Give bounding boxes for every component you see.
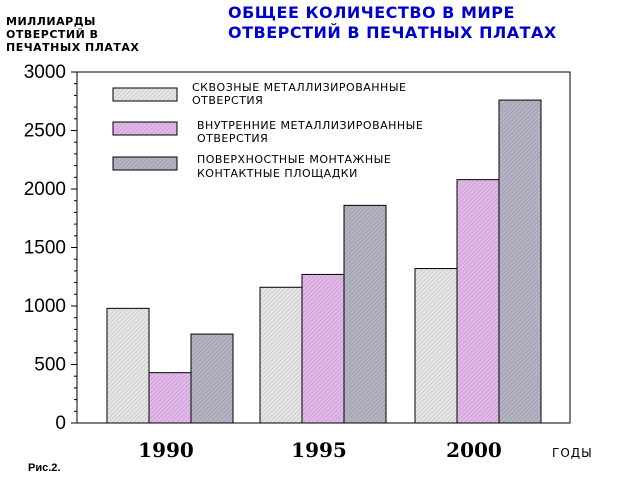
bars [106,99,542,424]
y-axis-label-line-3: ПЕЧАТНЫХ ПЛАТАХ [6,41,139,54]
chart-title-line-1: ОБЩЕЕ КОЛИЧЕСТВО В МИРЕ [228,3,515,22]
y-axis-label-line-1: МИЛЛИАРДЫ [6,15,96,28]
y-axis-label-line-2: ОТВЕРСТИЙ В [6,28,99,41]
bar-hatch-1990-series-1 [107,308,149,423]
chart-title: ОБЩЕЕ КОЛИЧЕСТВО В МИРЕ ОТВЕРСТИЙ В ПЕЧА… [228,3,557,42]
figure-caption: Рис.2. [28,462,60,474]
y-tick-label: 1500 [24,238,66,259]
legend-label-surface-pads-line-2: КОНТАКТНЫЕ ПЛОЩАДКИ [197,167,358,180]
y-tick-label: 1000 [24,296,66,317]
bar-hatch-1990-series-3 [191,334,233,423]
y-tick-label: 500 [34,355,66,376]
legend-label-surface-pads-line-1: ПОВЕРХНОСТНЫЕ МОНТАЖНЫЕ [197,153,391,166]
legend-swatch-through-holes-hatch [113,88,177,101]
legend-swatch-internal-holes-hatch [113,122,177,135]
bar-hatch-2000-series-3 [499,100,541,423]
y-tick-label: 2000 [24,179,66,200]
bar-hatch-1995-series-1 [260,287,302,423]
chart-title-line-2: ОТВЕРСТИЙ В ПЕЧАТНЫХ ПЛАТАХ [228,23,557,42]
x-tick-label-1995: 1995 [291,438,347,462]
legend-label-through-holes-line-2: ОТВЕРСТИЯ [192,94,263,107]
y-tick-label: 3000 [24,62,66,83]
x-tick-label-1990: 1990 [138,438,194,462]
legend: СКВОЗНЫЕ МЕТАЛЛИЗИРОВАННЫЕ ОТВЕРСТИЯ ВНУ… [112,81,423,180]
legend-label-internal-holes-line-2: ОТВЕРСТИЯ [197,132,268,145]
bar-hatch-2000-series-1 [415,268,457,423]
y-axis-label: МИЛЛИАРДЫ ОТВЕРСТИЙ В ПЕЧАТНЫХ ПЛАТАХ [6,15,139,54]
legend-label-through-holes-line-1: СКВОЗНЫЕ МЕТАЛЛИЗИРОВАННЫЕ [192,81,406,94]
bar-hatch-1995-series-2 [302,274,344,423]
y-axis: 0 500 1000 1500 2000 2500 3000 [24,62,77,434]
x-axis: 1990 1995 2000 [138,438,502,462]
x-tick-label-2000: 2000 [446,438,502,462]
bar-hatch-1990-series-2 [149,372,191,423]
legend-swatch-surface-pads-hatch [113,157,177,170]
y-tick-label: 2500 [24,121,66,142]
bar-hatch-2000-series-2 [457,179,499,423]
y-tick-label: 0 [55,413,66,434]
x-axis-label: ГОДЫ [552,446,593,460]
legend-label-internal-holes-line-1: ВНУТРЕННИЕ МЕТАЛЛИЗИРОВАННЫЕ [197,119,423,132]
bar-hatch-1995-series-3 [344,205,386,423]
